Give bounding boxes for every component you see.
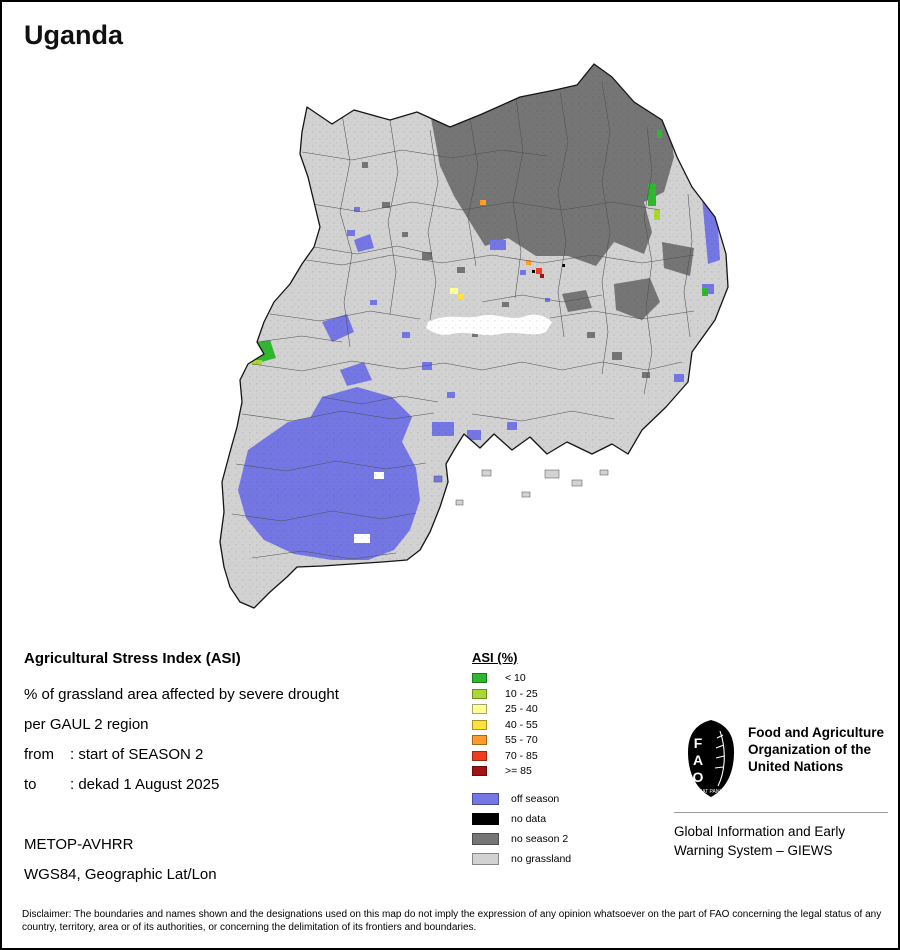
legend-swatch-asi-55-70: [472, 735, 487, 745]
legend-label: < 10: [505, 672, 526, 684]
fao-motto: FIAT PANIS: [698, 789, 725, 795]
period-to-line: to : dekad 1 August 2025: [24, 776, 219, 793]
legend-row: < 10: [472, 672, 652, 684]
asi-heading: Agricultural Stress Index (ASI): [24, 650, 241, 667]
sensor-name: METOP-AVHRR: [24, 836, 134, 853]
legend-swatch-asi-25-40: [472, 704, 487, 714]
from-label: from: [24, 746, 54, 763]
map-area: [187, 50, 742, 625]
legend-swatch-no-data: [472, 813, 499, 825]
legend-label: >= 85: [505, 765, 532, 777]
legend-row: no season 2: [472, 833, 652, 845]
legend-swatch-off-season: [472, 793, 499, 805]
speckle-texture: [220, 64, 728, 608]
legend-row: no data: [472, 813, 652, 825]
legend-label: 70 - 85: [505, 749, 538, 762]
fao-logo: F A O FIAT PANIS: [684, 718, 738, 800]
fao-letter-a: A: [693, 752, 703, 768]
legend-row: 10 - 25: [472, 688, 652, 700]
legend-title: ASI (%): [472, 650, 518, 665]
legend-row: >= 85: [472, 765, 652, 777]
fao-letter-o: O: [693, 769, 704, 785]
legend-row: 40 - 55: [472, 719, 652, 731]
giews-label: Global Information and Early Warning Sys…: [674, 824, 846, 858]
legend-row: off season: [472, 793, 652, 805]
lake-victoria-islands: [433, 469, 609, 506]
page-title: Uganda: [24, 20, 124, 50]
disclaimer-text: Disclaimer: The boundaries and names sho…: [22, 909, 882, 933]
projection-name: WGS84, Geographic Lat/Lon: [24, 866, 217, 883]
legend-label: no season 2: [511, 833, 569, 845]
country-outline: [219, 63, 729, 609]
legend-label: no data: [511, 813, 547, 825]
coverage-class-list: off season no data no season 2 no grassland: [472, 793, 652, 865]
legend-row: no grassland: [472, 853, 652, 865]
legend-row: 55 - 70: [472, 734, 652, 746]
legend-label: 10 - 25: [505, 687, 538, 700]
brand-divider: [674, 812, 888, 813]
legend-label: off season: [511, 793, 560, 805]
period-from-line: from : start of SEASON 2: [24, 746, 203, 763]
legend-swatch-asi-lt-10: [472, 673, 487, 683]
legend-row: 25 - 40: [472, 703, 652, 715]
legend-label: 25 - 40: [505, 703, 538, 715]
legend-label: 55 - 70: [505, 734, 538, 746]
legend-label: no grassland: [511, 853, 572, 865]
district-boundaries: [231, 81, 695, 560]
asi-description-line2: per GAUL 2 region: [24, 716, 149, 733]
fao-organization-name: Food and Agriculture Organization of the…: [748, 725, 884, 774]
wheat-ear-icon: [714, 730, 725, 787]
from-value: : start of SEASON 2: [70, 746, 204, 763]
legend: ASI (%) < 10 10 - 25 25 - 40 40 - 55 55 - 70…: [472, 650, 652, 873]
to-value: : dekad 1 August 2025: [70, 776, 220, 793]
uganda-asi-map: [219, 63, 729, 609]
fao-letter-f: F: [694, 735, 703, 751]
legend-swatch-asi-10-25: [472, 688, 487, 699]
legend-swatch-no-season-2: [472, 833, 499, 845]
asi-class-list: < 10 10 - 25 25 - 40 40 - 55 55 - 70 70 - 85 >…: [472, 672, 652, 777]
legend-swatch-asi-40-55: [472, 719, 487, 730]
legend-label: 40 - 55: [505, 718, 538, 731]
legend-row: 70 - 85: [472, 750, 652, 762]
legend-swatch-no-grassland: [472, 853, 499, 865]
legend-swatch-asi-70-85: [472, 750, 487, 761]
to-label: to: [24, 776, 37, 793]
legend-swatch-asi-ge-85: [472, 766, 487, 776]
asi-description-line1: % of grassland area affected by severe d…: [24, 686, 339, 703]
